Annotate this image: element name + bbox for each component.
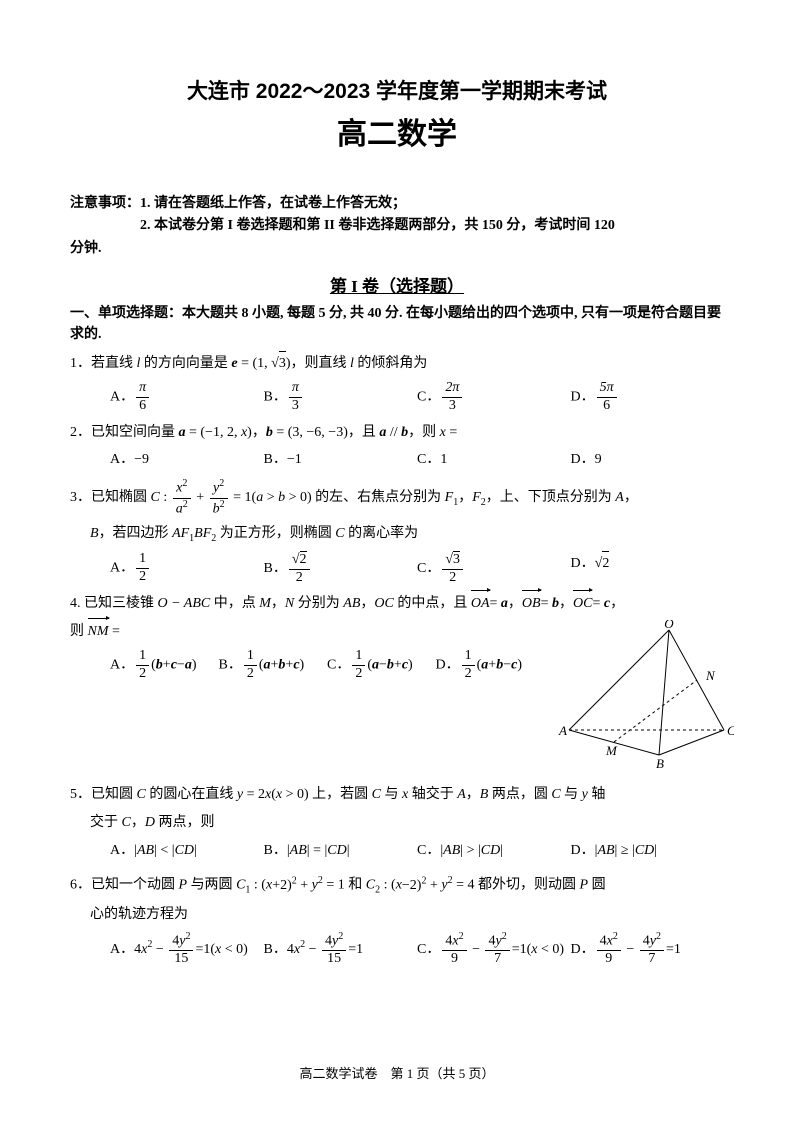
q2-optD: D．9 [571, 448, 725, 472]
q4-options: A．12(b+c−a) B．12(a+b+c) C．12(a−b+c) D．12… [70, 648, 544, 697]
q6-optD: D．4x29 − 4y27=1 [571, 931, 725, 968]
question-6: 6．已知一个动圆 P 与两圆 C1 : (x+2)2 + y2 = 1 和 C2… [70, 872, 724, 972]
question-5: 5．已知圆 C 的圆心在直线 y = 2x(x > 0) 上，若圆 C 与 x … [70, 783, 724, 866]
question-4: 4. 已知三棱锥 O − ABC 中，点 M，N 分别为 AB，OC 的中点，且… [70, 592, 724, 779]
q1-text: 1．若直线 l 的方向向量是 e = (1, √3)，则直线 l 的倾斜角为 [70, 351, 724, 376]
q2-optA: A．−9 [110, 448, 264, 472]
title-line1: 大连市 2022～2023 学年度第一学期期末考试 [70, 75, 724, 105]
q6-text2: 心的轨迹方程为 [70, 903, 724, 927]
q5-optA: A．|AB| < |CD| [110, 839, 264, 863]
q1-optD: D．5π6 [571, 380, 725, 415]
q5-options: A．|AB| < |CD| B．|AB| = |CD| C．|AB| > |CD… [70, 839, 724, 867]
q3-optC: C．√32 [417, 551, 571, 587]
question-2: 2．已知空间向量 a = (−1, 2, x)，b = (3, −6, −3)，… [70, 421, 724, 473]
svg-text:M: M [605, 743, 618, 758]
q1-optB: B．π3 [264, 380, 418, 415]
page-footer: 高二数学试卷 第 1 页（共 5 页） [0, 1063, 794, 1082]
q4-text2: 则 NM = [70, 620, 544, 644]
svg-text:B: B [656, 756, 664, 770]
q6-optA: A．4x2 − 4y215=1(x < 0) [110, 931, 264, 968]
q4-optD: D．12(a+b−c) [436, 648, 545, 683]
q5-text: 5．已知圆 C 的圆心在直线 y = 2x(x > 0) 上，若圆 C 与 x … [70, 783, 724, 807]
q3-optD: D．√2 [571, 551, 725, 587]
svg-text:A: A [558, 723, 567, 738]
q4-optB: B．12(a+b+c) [219, 648, 328, 683]
q3-text: 3．已知椭圆 C : x2a2 + y2b2 = 1(a > b > 0) 的左… [70, 478, 724, 518]
notice-item2: 2. 本试卷分第 I 卷选择题和第 II 卷非选择题两部分，共 150 分，考试… [140, 218, 615, 233]
notice-label: 注意事项： [70, 196, 140, 211]
svg-text:C: C [727, 723, 734, 738]
q1-optA: A．π6 [110, 380, 264, 415]
notice-item2-cont: 分钟. [70, 241, 102, 256]
q5-text2: 交于 C，D 两点，则 [70, 811, 724, 835]
q6-optB: B．4x2 − 4y215=1 [264, 931, 418, 968]
question-3: 3．已知椭圆 C : x2a2 + y2b2 = 1(a > b > 0) 的左… [70, 478, 724, 586]
q4-text: 4. 已知三棱锥 O − ABC 中，点 M，N 分别为 AB，OC 的中点，且… [70, 592, 724, 616]
q2-optC: C．1 [417, 448, 571, 472]
section-header: 第 I 卷（选择题） [70, 272, 724, 297]
q4-optC: C．12(a−b+c) [327, 648, 436, 683]
q5-optC: C．|AB| > |CD| [417, 839, 571, 863]
svg-text:O: O [664, 620, 674, 631]
q5-optD: D．|AB| ≥ |CD| [571, 839, 725, 863]
q6-text: 6．已知一个动圆 P 与两圆 C1 : (x+2)2 + y2 = 1 和 C2… [70, 872, 724, 898]
title-line2: 高二数学 [70, 109, 724, 153]
question-1: 1．若直线 l 的方向向量是 e = (1, √3)，则直线 l 的倾斜角为 A… [70, 351, 724, 414]
q1-optC: C．2π3 [417, 380, 571, 415]
section-instruction: 一、单项选择题：本大题共 8 小题, 每题 5 分, 共 40 分. 在每小题给… [70, 303, 724, 345]
q2-optB: B．−1 [264, 448, 418, 472]
q4-optA: A．12(b+c−a) [110, 648, 219, 683]
q3-options: A．12 B．√22 C．√32 D．√2 [70, 551, 724, 587]
notice-block: 注意事项：1. 请在答题纸上作答，在试卷上作答无效； 注意事项：2. 本试卷分第… [70, 193, 724, 260]
q5-optB: B．|AB| = |CD| [264, 839, 418, 863]
q3-text2: B，若四边形 AF1BF2 为正方形，则椭圆 C 的离心率为 [70, 522, 724, 547]
svg-text:N: N [705, 668, 716, 683]
tetrahedron-diagram: O N A C M B [554, 620, 734, 770]
q6-optC: C．4x29 − 4y27=1(x < 0) [417, 931, 571, 968]
q3-optB: B．√22 [264, 551, 418, 587]
q2-text: 2．已知空间向量 a = (−1, 2, x)，b = (3, −6, −3)，… [70, 421, 724, 445]
notice-item1: 1. 请在答题纸上作答，在试卷上作答无效； [140, 196, 406, 211]
q6-options: A．4x2 − 4y215=1(x < 0) B．4x2 − 4y215=1 C… [70, 931, 724, 972]
q3-optA: A．12 [110, 551, 264, 587]
q4-diagram: O N A C M B [544, 620, 724, 779]
q1-options: A．π6 B．π3 C．2π3 D．5π6 [70, 380, 724, 415]
q2-options: A．−9 B．−1 C．1 D．9 [70, 448, 724, 472]
